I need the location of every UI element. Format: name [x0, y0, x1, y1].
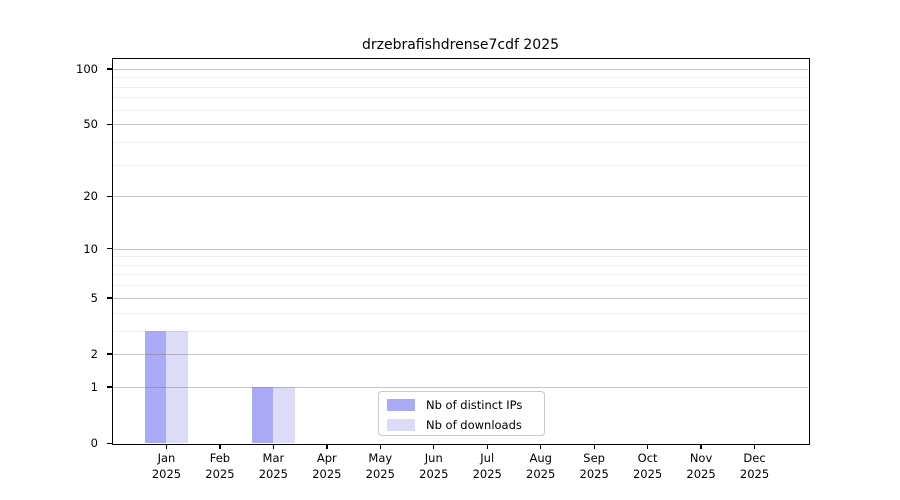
x-tick-mark: [433, 444, 435, 449]
x-tick-mark: [753, 444, 756, 449]
x-tick-month: Jan: [157, 451, 176, 465]
y-tick-mark: [106, 68, 113, 70]
gridline-minor: [113, 109, 808, 111]
gridline-minor: [113, 77, 808, 79]
x-tick-mark: [379, 444, 381, 449]
x-tick-year: 2025: [151, 466, 182, 481]
legend-label: Nb of distinct IPs: [426, 398, 523, 412]
legend-swatch-distinct-ips: [387, 399, 415, 411]
y-tick-label: 50: [83, 117, 98, 132]
x-tick-mark: [219, 444, 221, 449]
x-tick-year: 2025: [579, 466, 609, 481]
x-tick-label: Oct 2025: [618, 451, 678, 482]
gridline-minor: [113, 285, 808, 287]
x-tick-month: Aug: [529, 451, 552, 465]
bar-jan-distinct-ips: [145, 330, 167, 443]
x-tick-year: 2025: [419, 466, 449, 481]
x-tick-year: 2025: [312, 466, 342, 481]
y-tick-mark: [106, 195, 113, 197]
x-tick-year: 2025: [258, 466, 289, 481]
x-tick-month: Feb: [209, 451, 231, 465]
gridline-minor: [113, 256, 808, 258]
legend: Nb of distinct IPs Nb of downloads: [378, 391, 545, 436]
x-tick-label: Nov 2025: [671, 451, 731, 482]
x-tick-mark: [486, 444, 488, 449]
legend-item-distinct-ips: Nb of distinct IPs: [387, 396, 544, 414]
y-tick-mark: [106, 386, 113, 388]
legend-swatch-downloads: [387, 419, 415, 431]
gridline-major: [113, 68, 808, 70]
x-tick-label: Jan 2025: [136, 451, 196, 482]
x-tick-label: Dec 2025: [725, 451, 785, 482]
x-tick-year: 2025: [686, 466, 716, 481]
x-tick-label: Jul 2025: [457, 451, 517, 482]
x-tick-label: Sep 2025: [564, 451, 624, 482]
y-tick-mark: [106, 353, 113, 355]
bar-jan-downloads: [166, 330, 188, 443]
y-tick-label: 0: [90, 436, 98, 450]
y-tick-label: 100: [76, 61, 98, 76]
x-tick-mark: [700, 444, 702, 449]
gridline-major: [113, 386, 808, 388]
x-tick-month: Mar: [262, 451, 285, 465]
y-tick-mark: [106, 123, 113, 125]
x-tick-year: 2025: [632, 466, 663, 481]
gridline-major: [113, 124, 808, 126]
gridline-minor: [113, 274, 808, 276]
x-tick-label: Jun 2025: [404, 451, 464, 482]
x-tick-mark: [165, 444, 168, 449]
x-tick-month: Jun: [424, 451, 443, 465]
x-tick-label: Feb 2025: [190, 451, 250, 482]
gridline-minor: [113, 330, 808, 332]
gridline-minor: [113, 264, 808, 266]
x-tick-mark: [326, 444, 328, 449]
x-tick-month: Nov: [689, 451, 713, 465]
x-tick-year: 2025: [739, 466, 770, 481]
x-tick-mark: [647, 444, 649, 449]
x-tick-year: 2025: [205, 466, 235, 481]
x-tick-month: Sep: [583, 451, 605, 465]
y-tick-mark: [106, 248, 113, 250]
x-tick-mark: [540, 444, 542, 449]
bar-mar-downloads: [273, 386, 295, 443]
chart-title: drzebrafishdrense7cdf 2025: [361, 37, 560, 53]
legend-label: Nb of downloads: [426, 418, 522, 432]
x-tick-month: Apr: [316, 451, 337, 465]
x-tick-label: Aug 2025: [511, 451, 571, 482]
gridline-major: [113, 196, 808, 198]
x-tick-month: Dec: [743, 451, 766, 465]
x-tick-mark: [272, 444, 275, 449]
gridline-minor: [113, 164, 808, 166]
x-tick-month: May: [368, 451, 393, 465]
gridline-minor: [113, 86, 808, 88]
y-tick-label: 2: [90, 346, 98, 361]
bar-mar-distinct-ips: [252, 386, 274, 443]
x-tick-year: 2025: [526, 466, 556, 481]
gridline-minor: [113, 141, 808, 143]
y-tick-label: 1: [90, 379, 98, 394]
x-tick-label: Apr 2025: [297, 451, 357, 482]
y-tick-label: 20: [83, 189, 98, 204]
gridline-minor: [113, 97, 808, 99]
x-tick-year: 2025: [365, 466, 395, 481]
x-tick-month: Jul: [480, 451, 495, 465]
gridline-major: [113, 248, 808, 250]
x-tick-year: 2025: [472, 466, 502, 481]
legend-item-downloads: Nb of downloads: [387, 416, 544, 434]
y-tick-label: 10: [83, 241, 98, 256]
gridline-major: [113, 353, 808, 355]
x-tick-mark: [593, 444, 595, 449]
y-tick-label: 5: [90, 290, 98, 305]
y-tick-mark: [106, 297, 113, 299]
gridline-major: [113, 297, 808, 299]
gridline-minor: [113, 312, 808, 314]
y-tick-mark: [106, 442, 113, 444]
x-tick-month: Oct: [637, 451, 658, 465]
x-tick-label: Mar 2025: [243, 451, 303, 482]
x-tick-label: May 2025: [350, 451, 410, 482]
